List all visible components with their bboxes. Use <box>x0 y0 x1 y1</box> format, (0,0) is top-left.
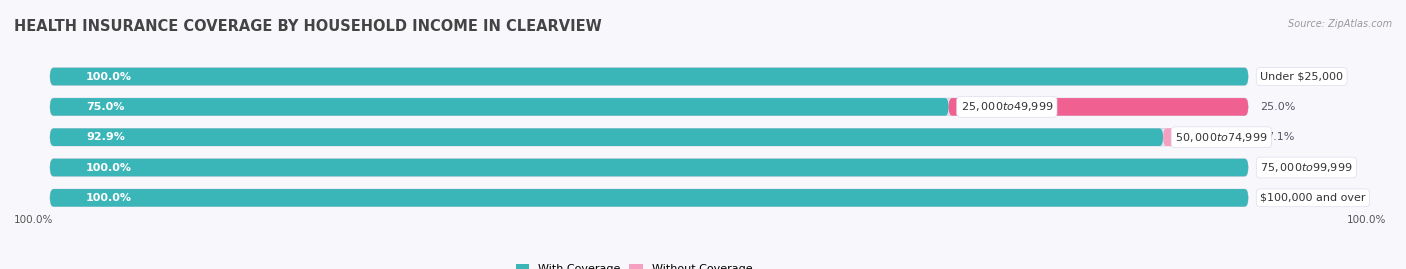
Legend: With Coverage, Without Coverage: With Coverage, Without Coverage <box>512 259 756 269</box>
FancyBboxPatch shape <box>51 159 1249 176</box>
Text: $25,000 to $49,999: $25,000 to $49,999 <box>960 100 1053 113</box>
Text: $100,000 and over: $100,000 and over <box>1260 193 1365 203</box>
Text: HEALTH INSURANCE COVERAGE BY HOUSEHOLD INCOME IN CLEARVIEW: HEALTH INSURANCE COVERAGE BY HOUSEHOLD I… <box>14 19 602 34</box>
Text: Source: ZipAtlas.com: Source: ZipAtlas.com <box>1288 19 1392 29</box>
Text: 100.0%: 100.0% <box>1347 215 1386 225</box>
Text: 75.0%: 75.0% <box>86 102 124 112</box>
Text: 100.0%: 100.0% <box>86 193 132 203</box>
FancyBboxPatch shape <box>51 98 949 116</box>
FancyBboxPatch shape <box>949 98 1249 116</box>
FancyBboxPatch shape <box>1163 128 1249 146</box>
Text: 100.0%: 100.0% <box>14 215 53 225</box>
Text: 92.9%: 92.9% <box>86 132 125 142</box>
FancyBboxPatch shape <box>51 98 1249 116</box>
Text: 100.0%: 100.0% <box>86 162 132 172</box>
FancyBboxPatch shape <box>51 128 1163 146</box>
FancyBboxPatch shape <box>51 159 1249 176</box>
FancyBboxPatch shape <box>51 128 1249 146</box>
Text: $75,000 to $99,999: $75,000 to $99,999 <box>1260 161 1353 174</box>
Text: 25.0%: 25.0% <box>1260 102 1295 112</box>
Text: 7.1%: 7.1% <box>1267 132 1295 142</box>
Text: Under $25,000: Under $25,000 <box>1260 72 1343 82</box>
Text: 0.0%: 0.0% <box>1267 72 1295 82</box>
FancyBboxPatch shape <box>51 68 1249 85</box>
Text: $50,000 to $74,999: $50,000 to $74,999 <box>1175 131 1268 144</box>
Text: 100.0%: 100.0% <box>86 72 132 82</box>
FancyBboxPatch shape <box>51 189 1249 207</box>
FancyBboxPatch shape <box>51 189 1249 207</box>
Text: 0.0%: 0.0% <box>1267 193 1295 203</box>
Text: 0.0%: 0.0% <box>1267 162 1295 172</box>
FancyBboxPatch shape <box>51 68 1249 85</box>
